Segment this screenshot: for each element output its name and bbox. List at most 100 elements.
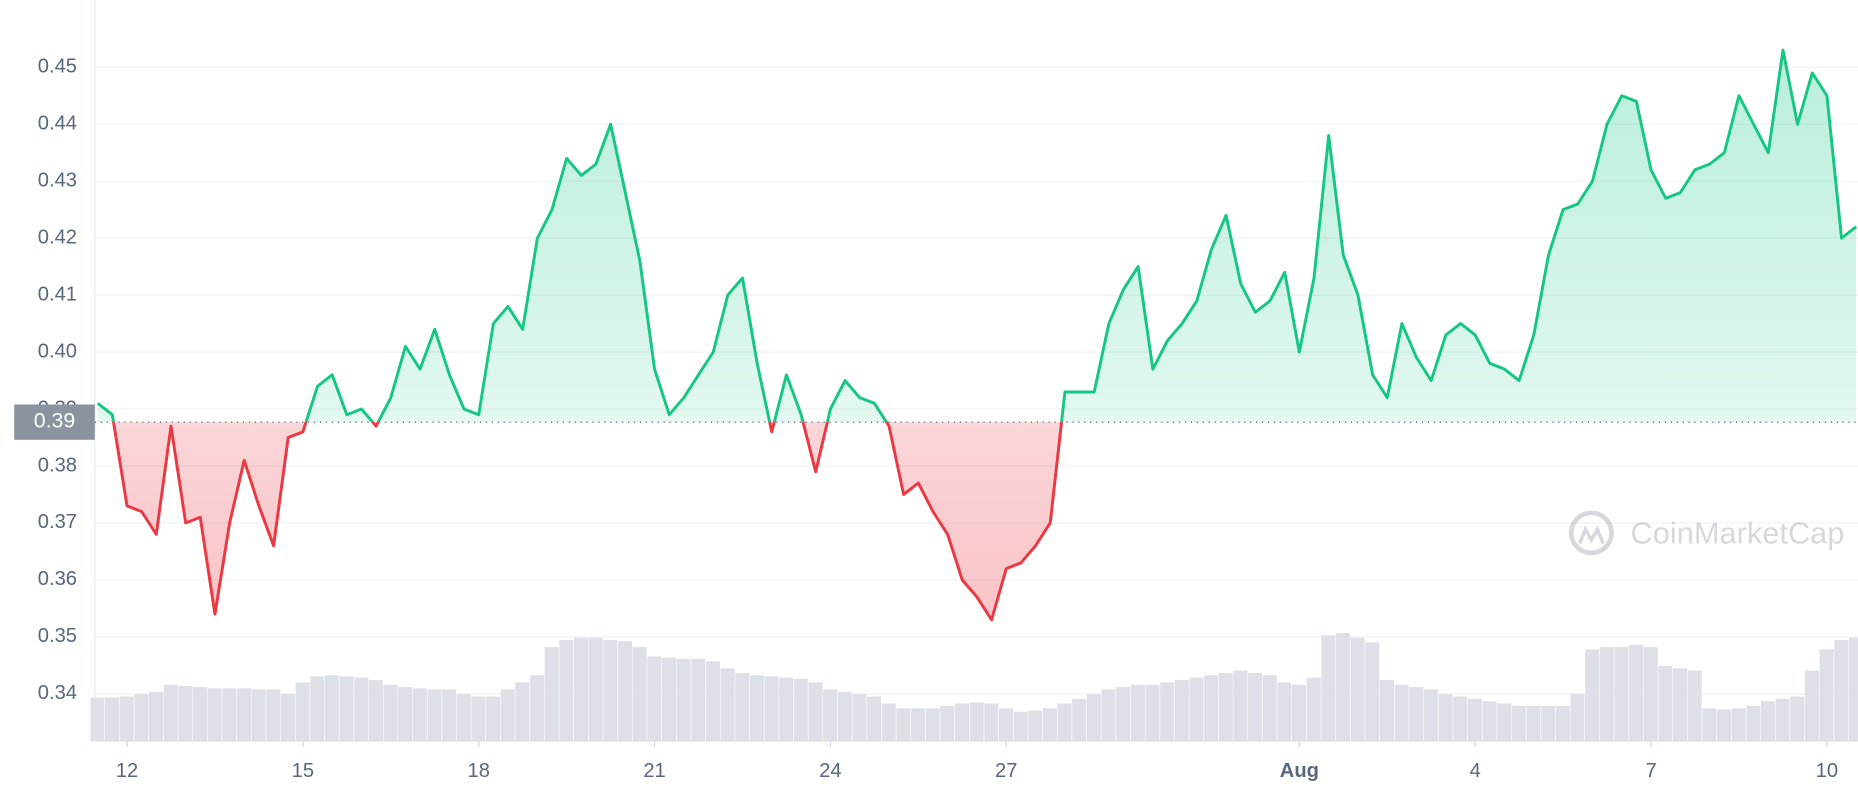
volume-bar xyxy=(779,677,794,742)
x-tick-label: Aug xyxy=(1280,760,1319,782)
volume-bar xyxy=(940,705,955,742)
volume-bar xyxy=(486,696,501,742)
volume-bar xyxy=(1116,687,1131,742)
x-tick-label: 7 xyxy=(1645,760,1656,782)
volume-bar xyxy=(896,708,911,742)
volume-bar xyxy=(1643,647,1658,742)
volume-bar xyxy=(1482,701,1497,742)
volume-bar xyxy=(1394,684,1409,742)
volume-bar xyxy=(998,708,1014,742)
volume-bar xyxy=(1497,703,1512,742)
volume-bar xyxy=(735,672,750,742)
volume-bar xyxy=(1673,668,1688,742)
volume-bar xyxy=(1702,708,1717,742)
volume-bar xyxy=(911,708,926,742)
volume-bar xyxy=(881,703,896,742)
price-line-down xyxy=(112,422,1064,622)
volume-bar xyxy=(427,689,442,742)
x-tick-label: 24 xyxy=(819,760,841,782)
baseline-label: 0.39 xyxy=(34,409,76,433)
volume-bar xyxy=(515,682,530,742)
volume-bar xyxy=(1262,675,1277,742)
price-line-up xyxy=(96,48,1858,423)
volume-bar xyxy=(1174,680,1189,742)
volume-bar xyxy=(1335,632,1351,742)
volume-bar xyxy=(1687,670,1702,742)
x-tick-label: 15 xyxy=(292,760,314,782)
volume-bar xyxy=(280,694,295,742)
volume-bar xyxy=(1086,694,1101,742)
volume-bar xyxy=(1130,684,1145,742)
volume-bar xyxy=(222,688,237,742)
y-tick-label: 0.43 xyxy=(38,170,77,192)
volume-bar xyxy=(1804,670,1819,742)
volume-bar xyxy=(603,640,618,742)
volume-bar xyxy=(749,675,764,742)
y-tick-label: 0.41 xyxy=(38,283,77,305)
volume-bar xyxy=(1423,689,1438,742)
volume-bar xyxy=(119,696,134,742)
volume-bar xyxy=(1834,640,1849,742)
y-tick-label: 0.35 xyxy=(38,625,77,647)
volume-bar xyxy=(1585,649,1600,742)
volume-bar xyxy=(266,689,281,742)
volume-bar xyxy=(149,691,164,742)
y-tick-label: 0.37 xyxy=(38,511,77,533)
y-tick-label: 0.44 xyxy=(38,113,77,135)
volume-bar xyxy=(1848,637,1858,742)
x-tick-label: 12 xyxy=(116,760,138,782)
volume-bar xyxy=(1350,637,1365,742)
volume-bar xyxy=(1233,670,1248,742)
volume-bar xyxy=(544,647,559,742)
volume-bar xyxy=(1819,649,1834,742)
volume-bar xyxy=(661,657,676,742)
y-tick-label: 0.38 xyxy=(38,454,77,476)
volume-bar xyxy=(90,697,105,742)
volume-bar xyxy=(984,703,999,742)
volume-bar xyxy=(676,658,691,742)
volume-bar xyxy=(1306,677,1321,742)
volume-bar xyxy=(251,689,266,742)
volume-bar xyxy=(339,676,354,742)
volume-bar xyxy=(1204,675,1219,742)
y-tick-label: 0.36 xyxy=(38,568,77,590)
volume-bar xyxy=(764,676,779,742)
watermark-text: CoinMarketCap xyxy=(1630,515,1844,550)
volume-bar xyxy=(1555,705,1570,742)
y-tick-label: 0.45 xyxy=(38,56,77,78)
volume-bar xyxy=(720,668,735,742)
volume-bar xyxy=(823,689,838,742)
baseline-badge xyxy=(14,404,95,440)
volume-bar xyxy=(178,685,193,742)
area-below xyxy=(97,422,1857,620)
volume-bar xyxy=(354,677,369,742)
volume-bar xyxy=(1526,705,1541,742)
volume-bar xyxy=(867,696,882,742)
volume-bar xyxy=(1013,711,1028,742)
volume-bar xyxy=(471,696,486,742)
volume-bar xyxy=(1218,672,1233,742)
volume-bar xyxy=(852,694,867,742)
volume-bar xyxy=(456,694,471,742)
volume-bar xyxy=(134,694,149,742)
volume-bar xyxy=(573,637,589,742)
volume-bar xyxy=(1365,642,1380,742)
volume-bar xyxy=(383,684,398,742)
volume-bar xyxy=(310,676,325,742)
volume-bar xyxy=(1438,694,1453,742)
volume-bar xyxy=(1028,710,1043,742)
volume-bar xyxy=(1248,672,1263,742)
volume-bar xyxy=(588,637,603,742)
volume-bar xyxy=(530,675,545,742)
volume-bar xyxy=(1189,677,1204,742)
x-tick-label: 18 xyxy=(468,760,490,782)
volume-bar xyxy=(1145,684,1160,742)
volume-bar xyxy=(1614,647,1629,742)
volume-bar xyxy=(559,640,574,742)
volume-bar xyxy=(1453,696,1468,742)
volume-bar xyxy=(192,687,208,742)
volume-bar xyxy=(398,687,413,742)
y-tick-label: 0.42 xyxy=(38,226,77,248)
volume-bar xyxy=(1321,635,1336,742)
